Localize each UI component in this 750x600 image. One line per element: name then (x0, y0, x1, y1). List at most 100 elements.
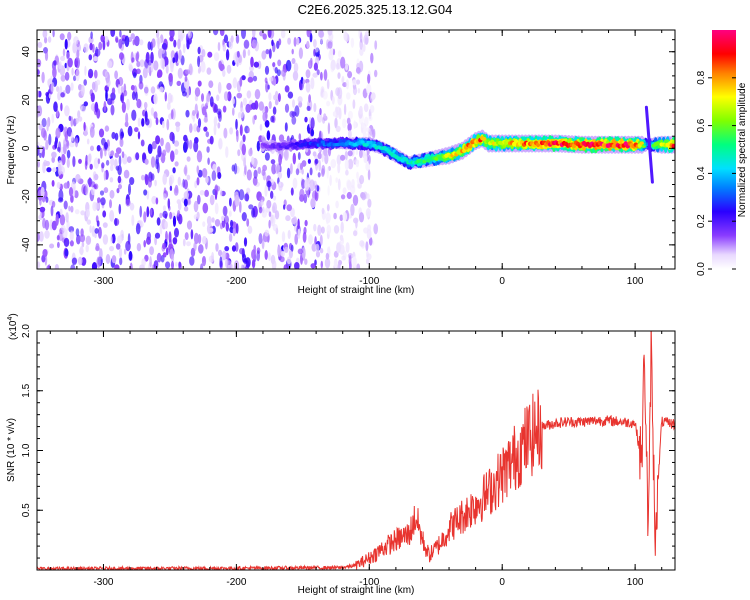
noise-blob (256, 250, 261, 262)
noise-blob (211, 251, 215, 262)
noise-blob (65, 84, 71, 95)
noise-blob (310, 263, 316, 269)
noise-blob (68, 205, 71, 212)
noise-blob (51, 156, 55, 163)
noise-blob (269, 76, 274, 82)
top-x-ticks: -300 -200 -100 0 100 (49, 30, 663, 287)
noise-blob (316, 185, 320, 192)
noise-blob (135, 223, 141, 235)
noise-blob (64, 71, 70, 81)
noise-blob (69, 230, 74, 241)
noise-blob (370, 52, 374, 64)
noise-blob (354, 159, 360, 165)
noise-blob (153, 260, 159, 269)
noise-blob (114, 132, 119, 141)
noise-blob (99, 190, 105, 196)
noise-blob (176, 199, 181, 205)
noise-blob (75, 69, 80, 82)
noise-blob (109, 177, 114, 183)
noise-blob (237, 149, 241, 157)
noise-blob (96, 220, 100, 227)
noise-blob (243, 258, 248, 264)
noise-blob (309, 32, 313, 43)
noise-blob (318, 30, 324, 38)
noise-blob (129, 64, 133, 72)
noise-blob (41, 127, 46, 138)
noise-blob (238, 189, 245, 201)
noise-blob (201, 255, 207, 267)
noise-blob (317, 152, 322, 160)
noise-blob (115, 165, 120, 171)
noise-blob (147, 65, 151, 73)
noise-blob (104, 36, 109, 43)
noise-blob (189, 256, 195, 266)
noise-blob (304, 219, 308, 227)
noise-blob (83, 43, 89, 53)
snr-line (37, 331, 675, 570)
noise-blob (90, 181, 96, 188)
noise-blob (217, 122, 221, 129)
noise-blob (68, 115, 72, 121)
noise-blob (72, 186, 76, 198)
y-multiplier: (x104) (7, 313, 19, 340)
noise-blob (247, 76, 254, 83)
noise-blob (305, 69, 311, 79)
noise-blob (91, 262, 98, 269)
chart-title: C2E6.2025.325.13.12.G04 (297, 2, 453, 17)
noise-blob (197, 194, 201, 205)
noise-blob (83, 79, 87, 86)
noise-blob (191, 110, 196, 116)
noise-blob (312, 72, 318, 78)
noise-blob (331, 95, 335, 105)
noise-blob (236, 50, 240, 58)
ridge-segment (290, 142, 296, 146)
noise-blob (212, 163, 217, 172)
noise-blob (143, 240, 146, 248)
noise-blob (129, 177, 135, 185)
noise-blob (278, 153, 282, 166)
noise-blob (155, 154, 159, 165)
noise-blob (81, 184, 87, 195)
noise-blob (365, 162, 371, 171)
noise-blob (294, 233, 299, 245)
noise-blob (367, 198, 372, 208)
noise-blob (120, 86, 124, 93)
noise-blob (131, 109, 137, 121)
noise-blob (293, 37, 297, 47)
noise-blob (177, 176, 181, 186)
noise-blob (268, 101, 272, 109)
noise-blob (107, 60, 113, 69)
noise-blob (223, 34, 229, 44)
noise-blob (109, 245, 115, 252)
noise-blob (172, 215, 177, 227)
noise-blob (217, 81, 222, 94)
noise-blob (154, 232, 161, 239)
noise-blob (251, 156, 255, 165)
noise-blob (323, 147, 328, 157)
noise-blob (309, 179, 315, 192)
noise-blob (201, 106, 207, 116)
noise-blob (70, 205, 74, 213)
noise-blob (320, 260, 323, 269)
noise-blob (194, 103, 198, 115)
noise-blob (37, 69, 40, 75)
top-x-axis-label: Height of straight line (km) (298, 285, 415, 296)
noise-blob (52, 66, 57, 79)
noise-blob (123, 83, 127, 93)
x-tick-label: -100 (359, 577, 379, 588)
noise-blob (193, 140, 199, 153)
noise-blob (40, 186, 45, 198)
noise-blob (142, 67, 148, 79)
noise-blob (271, 39, 274, 47)
noise-blob (151, 38, 156, 48)
noise-blob (147, 177, 152, 188)
noise-blob (286, 204, 293, 212)
noise-blob (177, 38, 181, 50)
noise-blob (293, 62, 299, 73)
noise-blob (162, 242, 167, 250)
noise-blob (115, 243, 121, 250)
noise-blob (115, 37, 119, 43)
noise-blob (52, 30, 55, 38)
spectrogram-frame (36, 29, 676, 270)
